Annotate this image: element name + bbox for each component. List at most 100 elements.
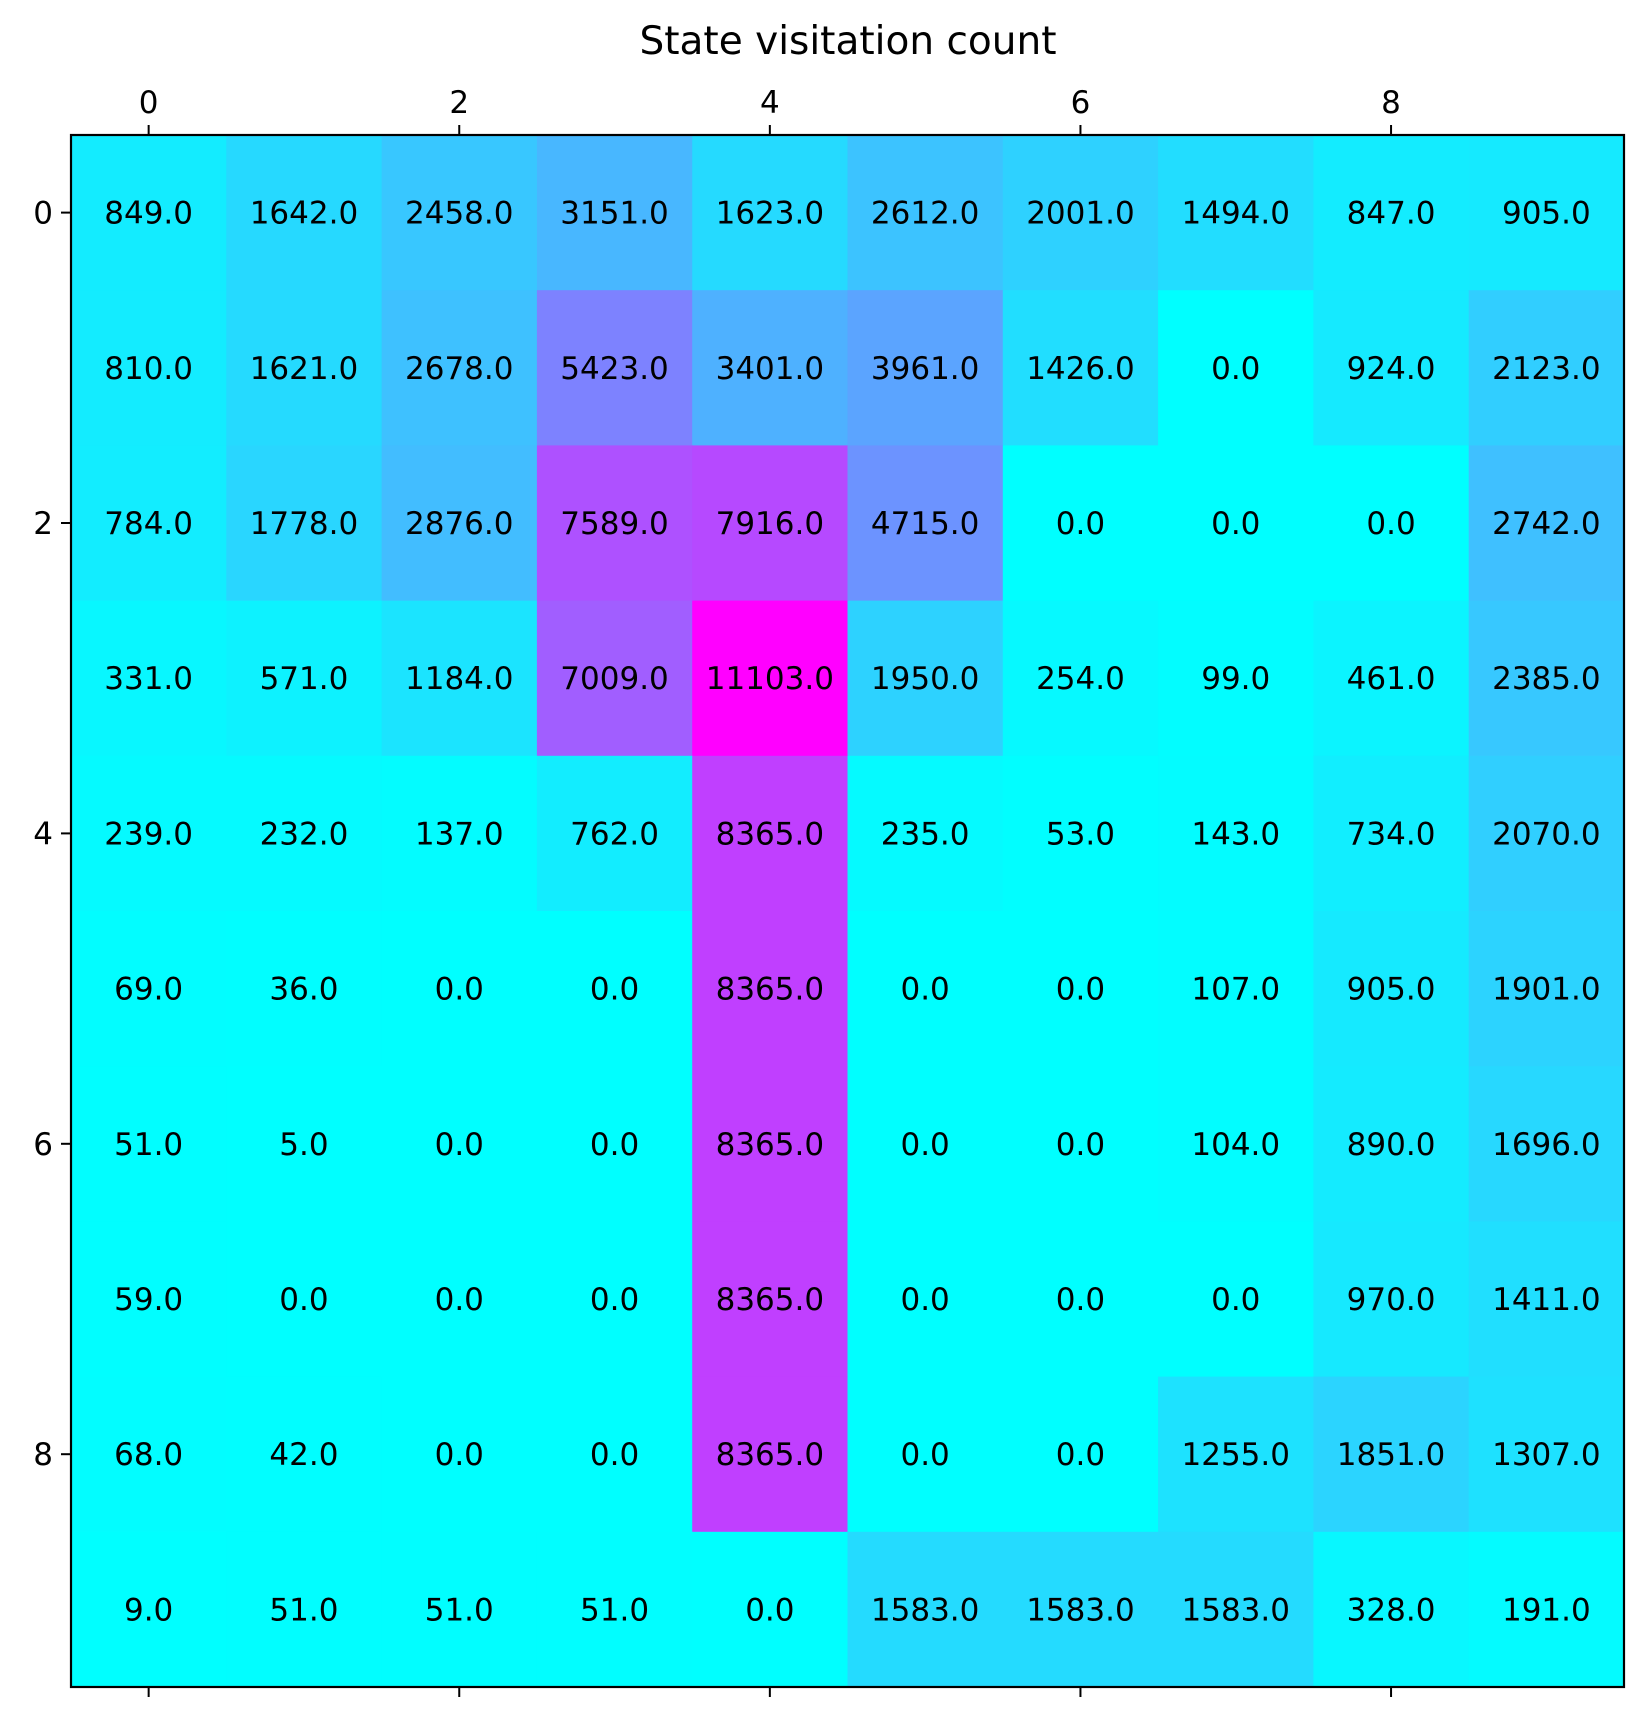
heatmap-cell-r3-c7 xyxy=(1158,600,1314,757)
cell-value-label-r1-c8: 924.0 xyxy=(1347,351,1436,387)
cell-value-label-r3-c1: 571.0 xyxy=(260,661,349,697)
cell-value-label-r5-c4: 8365.0 xyxy=(716,972,824,1008)
cell-value-label-r1-c7: 0.0 xyxy=(1211,351,1260,387)
cell-value-label-r2-c5: 4715.0 xyxy=(871,506,979,542)
heatmap-cell-labels: 849.0 1642.0 2458.0 3151.0 1623.0 2612.0 2001.… xyxy=(104,196,1600,1629)
cell-value-label-r2-c9: 2742.0 xyxy=(1492,506,1600,542)
heatmap-cell-r5-c7 xyxy=(1158,911,1314,1067)
cell-value-label-r7-c8: 970.0 xyxy=(1347,1282,1436,1318)
x-axis-ticks: 0 2 4 6 8 xyxy=(139,85,1401,1697)
cell-value-label-r3-c2: 1184.0 xyxy=(405,661,513,697)
heatmap-cell-r5-c2 xyxy=(381,911,538,1067)
cell-value-label-r0-c1: 1642.0 xyxy=(250,196,358,232)
heatmap-cell-r2-c2 xyxy=(381,445,538,602)
heatmap-cell-r8-c6 xyxy=(1002,1376,1159,1533)
cell-value-label-r5-c7: 107.0 xyxy=(1191,972,1280,1008)
y-tick-label-2: 2 xyxy=(33,506,53,542)
cell-value-label-r1-c1: 1621.0 xyxy=(250,351,358,387)
heatmap-cell-r0-c8 xyxy=(1313,135,1470,291)
heatmap-cell-r5-c3 xyxy=(536,911,693,1067)
heatmap-cell-r4-c0 xyxy=(71,755,227,912)
cell-value-label-r9-c1: 51.0 xyxy=(269,1592,338,1628)
heatmap-cell-r1-c9 xyxy=(1468,290,1625,446)
heatmap-cell-r3-c1 xyxy=(226,600,383,757)
heatmap-cell-r2-c9 xyxy=(1468,445,1625,602)
y-tick-label-0: 0 xyxy=(33,196,53,232)
cell-value-label-r1-c5: 3961.0 xyxy=(871,351,979,387)
cell-value-label-r4-c1: 232.0 xyxy=(260,816,349,852)
heatmap-cell-r1-c4 xyxy=(692,290,849,446)
cell-value-label-r8-c8: 1851.0 xyxy=(1337,1437,1445,1473)
heatmap-cell-r5-c5 xyxy=(847,911,1004,1067)
cell-value-label-r7-c6: 0.0 xyxy=(1056,1282,1105,1318)
heatmap-cell-r5-c6 xyxy=(1002,911,1159,1067)
heatmap-cell-r2-c3 xyxy=(536,445,693,602)
cell-value-label-r8-c3: 0.0 xyxy=(590,1437,639,1473)
heatmap-cell-r7-c7 xyxy=(1158,1221,1314,1378)
cell-value-label-r9-c6: 1583.0 xyxy=(1026,1592,1134,1628)
cell-value-label-r3-c4: 11103.0 xyxy=(706,661,834,697)
y-tick-label-6: 6 xyxy=(33,1127,53,1163)
heatmap-cell-r4-c3 xyxy=(536,755,693,912)
heatmap-cell-r1-c3 xyxy=(536,290,693,446)
heatmap-cell-r0-c6 xyxy=(1002,135,1159,291)
heatmap-cell-r0-c3 xyxy=(536,135,693,291)
heatmap-cell-r4-c6 xyxy=(1002,755,1159,912)
cell-value-label-r0-c0: 849.0 xyxy=(104,196,193,232)
heatmap-cell-r5-c9 xyxy=(1468,911,1625,1067)
heatmap-cell-r5-c0 xyxy=(71,911,227,1067)
cell-value-label-r0-c8: 847.0 xyxy=(1347,196,1436,232)
heatmap-cell-r7-c3 xyxy=(536,1221,693,1378)
cell-value-label-r5-c3: 0.0 xyxy=(590,972,639,1008)
heatmap-cell-r6-c2 xyxy=(381,1066,538,1222)
cell-value-label-r0-c2: 2458.0 xyxy=(405,196,513,232)
cell-value-label-r2-c3: 7589.0 xyxy=(560,506,668,542)
heatmap-cell-r3-c2 xyxy=(381,600,538,757)
heatmap-cell-r0-c5 xyxy=(847,135,1004,291)
cell-value-label-r3-c0: 331.0 xyxy=(104,661,193,697)
cell-value-label-r0-c4: 1623.0 xyxy=(716,196,824,232)
cell-value-label-r8-c1: 42.0 xyxy=(269,1437,338,1473)
plot-frame xyxy=(69,133,1626,1689)
cell-value-label-r9-c5: 1583.0 xyxy=(871,1592,979,1628)
cell-value-label-r0-c7: 1494.0 xyxy=(1182,196,1290,232)
y-tick-label-4: 4 xyxy=(33,816,53,852)
cell-value-label-r9-c2: 51.0 xyxy=(425,1592,494,1628)
heatmap-cell-r2-c6 xyxy=(1002,445,1159,602)
heatmap-cell-r6-c4 xyxy=(692,1066,849,1222)
heatmap-cell-r5-c4 xyxy=(692,911,849,1067)
cell-value-label-r9-c3: 51.0 xyxy=(580,1592,649,1628)
cell-value-label-r0-c9: 905.0 xyxy=(1502,196,1591,232)
heatmap-cell-r3-c8 xyxy=(1313,600,1470,757)
x-tick-label-0: 0 xyxy=(139,85,159,121)
cell-value-label-r8-c0: 68.0 xyxy=(114,1437,183,1473)
cell-value-label-r6-c6: 0.0 xyxy=(1056,1127,1105,1163)
cell-value-label-r2-c0: 784.0 xyxy=(104,506,193,542)
cell-value-label-r7-c9: 1411.0 xyxy=(1492,1282,1600,1318)
cell-value-label-r7-c5: 0.0 xyxy=(900,1282,949,1318)
heatmap-cell-r4-c7 xyxy=(1158,755,1314,912)
heatmap-cell-r1-c1 xyxy=(226,290,383,446)
heatmap-cell-r6-c3 xyxy=(536,1066,693,1222)
heatmap-cell-r8-c1 xyxy=(226,1376,383,1533)
heatmap-cell-r3-c3 xyxy=(536,600,693,757)
heatmap-cell-r8-c2 xyxy=(381,1376,538,1533)
cell-value-label-r6-c5: 0.0 xyxy=(900,1127,949,1163)
heatmap-cell-r8-c9 xyxy=(1468,1376,1625,1533)
heatmap-cell-r6-c0 xyxy=(71,1066,227,1222)
cell-value-label-r3-c5: 1950.0 xyxy=(871,661,979,697)
heatmap-cell-r7-c1 xyxy=(226,1221,383,1378)
heatmap-cell-r4-c9 xyxy=(1468,755,1625,912)
cell-value-label-r2-c7: 0.0 xyxy=(1211,506,1260,542)
chart-title: State visitation count xyxy=(639,19,1056,64)
heatmap-cell-r0-c4 xyxy=(692,135,849,291)
heatmap-cell-r6-c1 xyxy=(226,1066,383,1222)
cell-value-label-r4-c7: 143.0 xyxy=(1191,816,1280,852)
heatmap-cell-r8-c3 xyxy=(536,1376,693,1533)
heatmap-cell-r4-c1 xyxy=(226,755,383,912)
heatmap-cell-r7-c0 xyxy=(71,1221,227,1378)
heatmap-cell-r1-c5 xyxy=(847,290,1004,446)
heatmap-cell-r6-c5 xyxy=(847,1066,1004,1222)
heatmap-cell-r2-c1 xyxy=(226,445,383,602)
